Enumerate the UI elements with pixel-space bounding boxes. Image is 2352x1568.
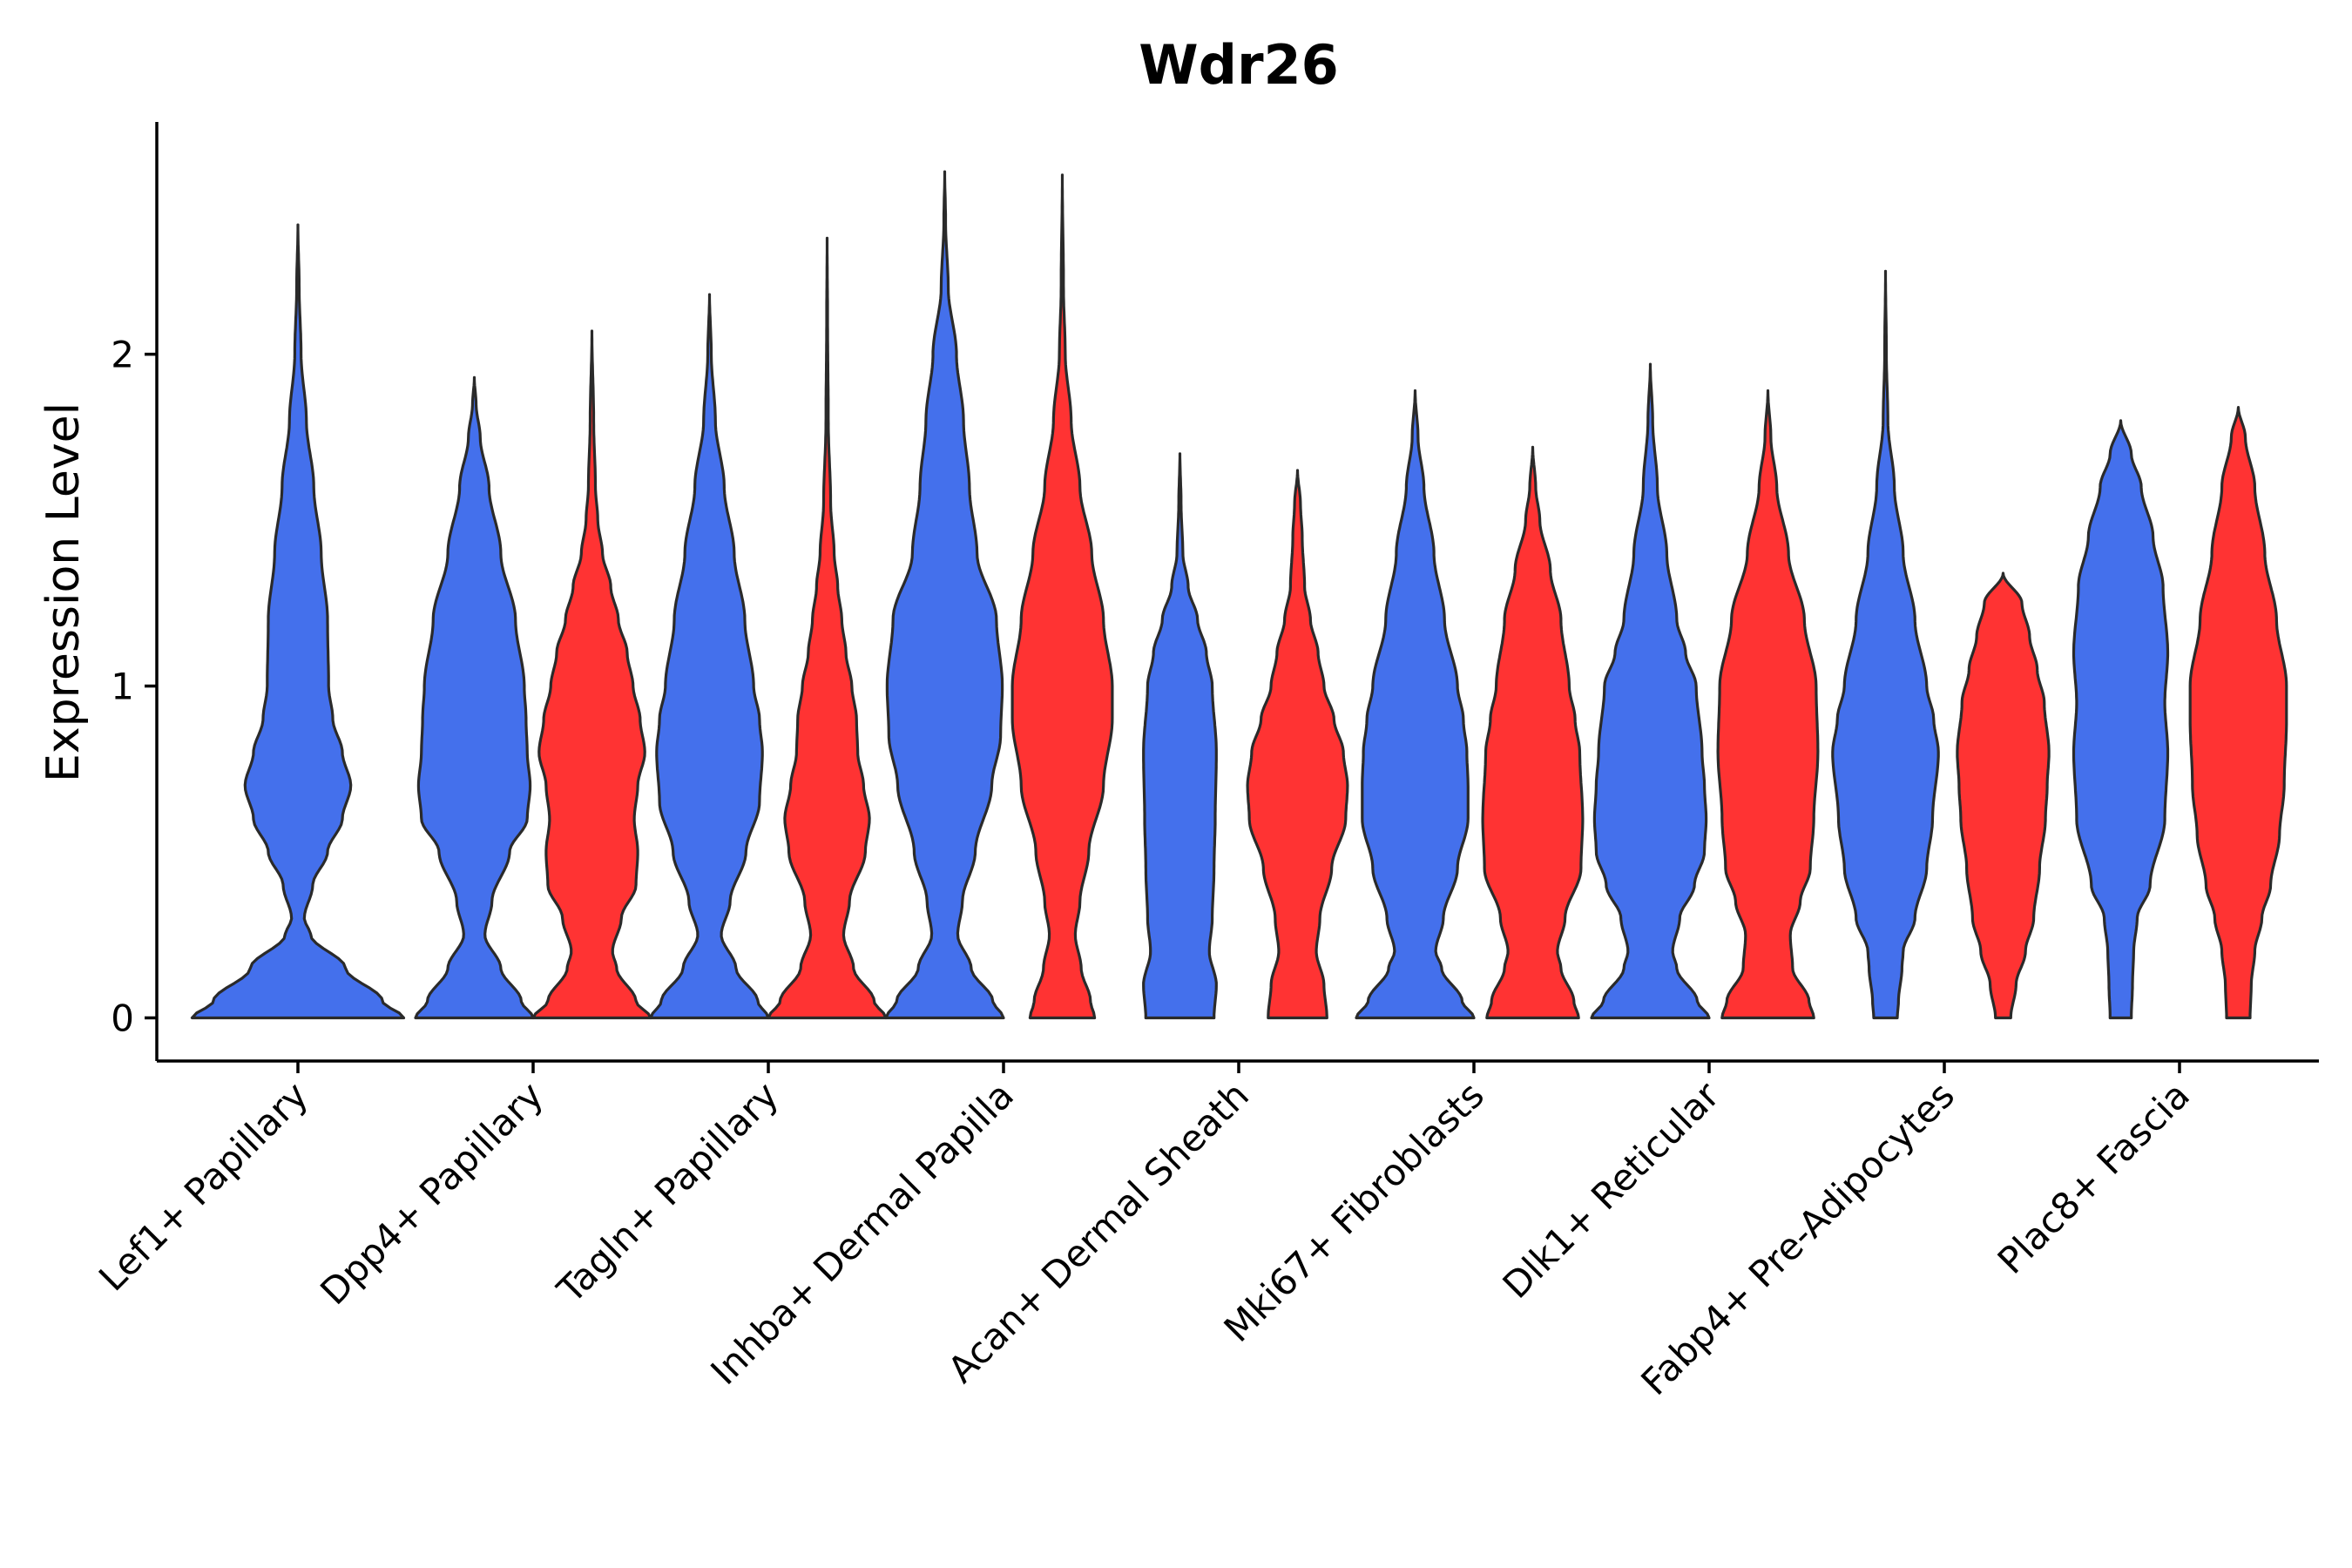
violin-group-red-3 — [1010, 173, 1114, 1020]
violin-group-blue-8 — [2072, 419, 2170, 1020]
violin-group-blue-7 — [1831, 269, 1940, 1020]
y-tick-label: 1 — [111, 666, 134, 708]
violin-group-blue-3 — [884, 170, 1005, 1020]
violin-group-blue-1 — [414, 375, 535, 1020]
violin-group-red-4 — [1246, 469, 1349, 1020]
violin-group-red-7 — [1956, 571, 2051, 1020]
violin-group-blue-5 — [1355, 389, 1476, 1020]
violin-group-red-5 — [1481, 445, 1585, 1020]
chart-title: Wdr26 — [1139, 33, 1339, 97]
y-tick-label: 2 — [111, 334, 134, 376]
violin-group-blue-6 — [1590, 362, 1711, 1020]
violin-group-red-1 — [531, 329, 652, 1020]
x-tick-label: Dpp4+ Papillary — [312, 1073, 551, 1313]
violin-group-red-2 — [767, 236, 888, 1020]
x-tick-label: Mki67+ Fibroblasts — [1216, 1073, 1492, 1349]
x-tick-label: Lef1+ Papillary — [91, 1073, 316, 1299]
violin-group-blue-4 — [1142, 452, 1218, 1020]
x-tick-label: Plac8+ Fascia — [1990, 1073, 2198, 1281]
violin-group-red-6 — [1716, 389, 1820, 1020]
x-tick-label: Dlk1+ Reticular — [1495, 1073, 1728, 1307]
x-tick-label: Tagln+ Papillary — [549, 1073, 787, 1311]
y-tick-label: 0 — [111, 997, 134, 1039]
y-axis-label: Expression Level — [37, 402, 90, 782]
violin-group-blue-2 — [649, 293, 770, 1020]
violin-group-red-8 — [2188, 406, 2288, 1020]
violins-layer — [190, 170, 2288, 1020]
violin-group-blue-0 — [190, 223, 406, 1020]
